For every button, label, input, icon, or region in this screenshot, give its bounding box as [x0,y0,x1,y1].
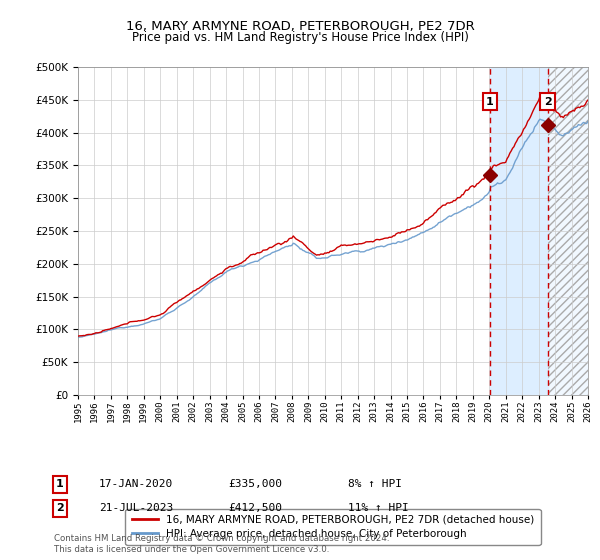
Text: £412,500: £412,500 [228,503,282,514]
Text: 1: 1 [56,479,64,489]
Bar [548,67,588,395]
Text: 1: 1 [486,96,494,106]
Text: 17-JAN-2020: 17-JAN-2020 [99,479,173,489]
Text: 11% ↑ HPI: 11% ↑ HPI [348,503,409,514]
Legend: 16, MARY ARMYNE ROAD, PETERBOROUGH, PE2 7DR (detached house), HPI: Average price: 16, MARY ARMYNE ROAD, PETERBOROUGH, PE2 … [125,508,541,545]
Text: 8% ↑ HPI: 8% ↑ HPI [348,479,402,489]
Text: 16, MARY ARMYNE ROAD, PETERBOROUGH, PE2 7DR: 16, MARY ARMYNE ROAD, PETERBOROUGH, PE2 … [125,20,475,32]
Text: Price paid vs. HM Land Registry's House Price Index (HPI): Price paid vs. HM Land Registry's House … [131,31,469,44]
Text: Contains HM Land Registry data © Crown copyright and database right 2024.: Contains HM Land Registry data © Crown c… [54,534,389,543]
Bar [490,67,548,395]
Text: 2: 2 [544,96,551,106]
Text: 21-JUL-2023: 21-JUL-2023 [99,503,173,514]
Text: This data is licensed under the Open Government Licence v3.0.: This data is licensed under the Open Gov… [54,545,329,554]
Text: 2: 2 [56,503,64,514]
Bar [548,67,588,395]
Text: £335,000: £335,000 [228,479,282,489]
